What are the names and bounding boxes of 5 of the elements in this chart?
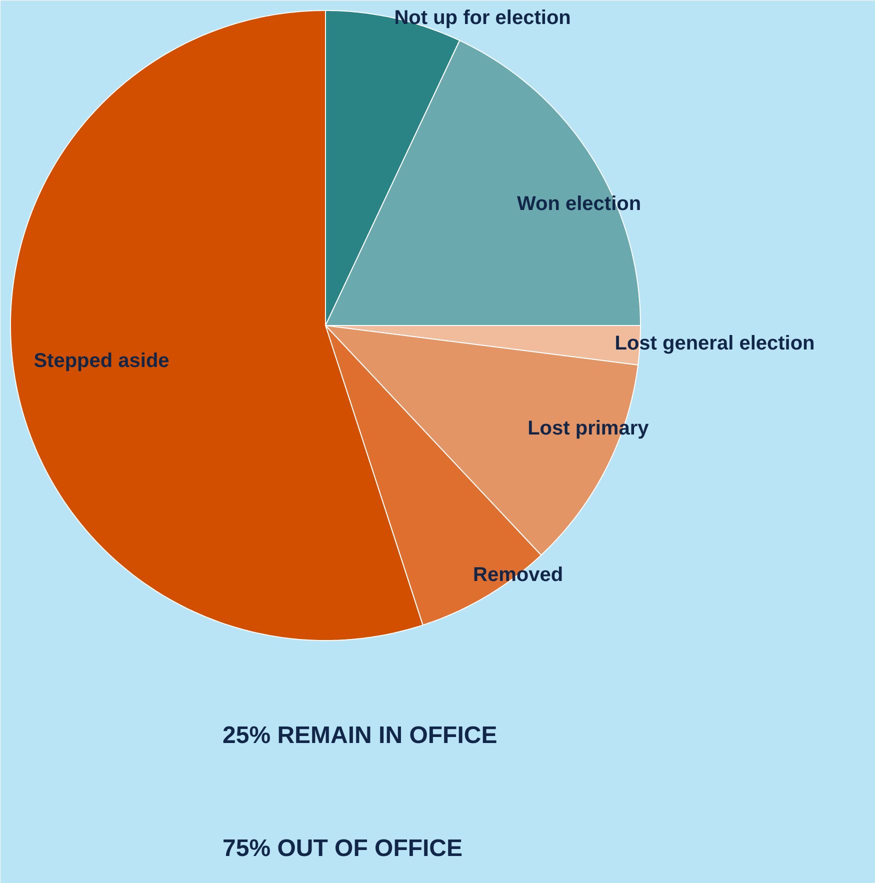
text: 75% OUT OF OFFICE [222,835,463,862]
slice-label: Not up for election [394,7,571,30]
slice-label: Lost general election [614,332,815,355]
text: 25% REMAIN IN OFFICE [222,722,498,749]
slice-label: Stepped aside [34,350,170,372]
